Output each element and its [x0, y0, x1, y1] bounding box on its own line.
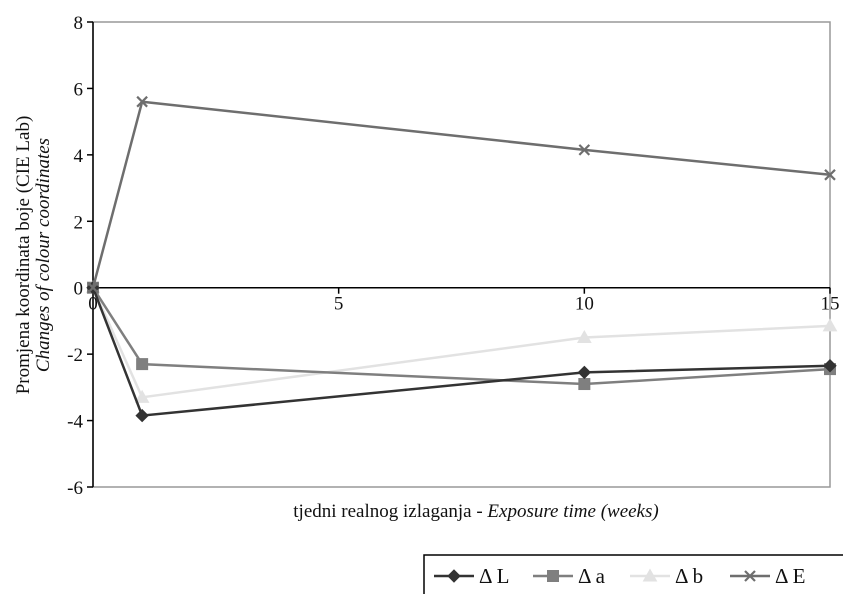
data-point	[136, 358, 149, 371]
legend-item: Δ E	[730, 564, 805, 588]
data-point	[134, 389, 150, 403]
data-point	[823, 359, 837, 373]
y-tick-label: 0	[74, 279, 84, 300]
y-tick-label: 6	[74, 79, 84, 100]
legend-label: Δ E	[775, 564, 805, 588]
data-point	[822, 318, 838, 332]
data-point	[577, 365, 592, 380]
y-axis-title-italic: Changes of colour coordinates	[33, 138, 54, 372]
legend-item: Δ a	[533, 564, 606, 588]
y-tick-label: -2	[67, 345, 83, 366]
plot-area: -6 -4 -2 0 2 4 6 8 0 5 10 15	[67, 13, 839, 499]
series-4	[87, 95, 836, 294]
x-tick-label: 0	[88, 294, 98, 315]
legend-label: Δ L	[479, 564, 509, 588]
data-point	[135, 408, 149, 423]
data-point	[87, 281, 99, 294]
series-line	[91, 287, 831, 417]
y-tick-label: -6	[67, 478, 83, 499]
legend-item: Δ b	[630, 564, 703, 588]
legend-marker	[547, 570, 559, 582]
legend-label: Δ b	[675, 564, 703, 588]
series-3	[85, 280, 838, 403]
legend-marker	[642, 568, 658, 582]
series-2	[87, 281, 836, 391]
y-tick-label: -4	[67, 412, 83, 433]
data-point	[576, 330, 592, 344]
data-point	[578, 144, 591, 156]
series-line	[91, 287, 831, 386]
x-tick-label: 15	[821, 294, 840, 315]
y-tick-label: 4	[74, 146, 84, 167]
y-ticks: -6 -4 -2 0 2 4 6 8	[67, 13, 93, 499]
x-axis-title-plain: tjedni realnog izlaganja -	[293, 501, 487, 522]
y-axis-title: Promjena koordinata boje (CIE Lab)	[13, 116, 34, 395]
x-ticks: 0 5 10 15	[88, 287, 840, 315]
x-axis-title-italic: Exposure time (weeks)	[486, 501, 658, 522]
y-tick-label: 2	[74, 212, 84, 233]
data-point	[824, 169, 836, 181]
legend-item: Δ L	[434, 564, 509, 588]
plot-frame	[92, 21, 831, 488]
series-1	[86, 281, 837, 423]
y-tick-label: 8	[74, 13, 84, 34]
series-line	[91, 287, 831, 399]
legend-marker	[744, 570, 756, 582]
x-tick-label: 5	[334, 294, 344, 315]
data-point	[578, 378, 591, 391]
x-axis-title: tjedni realnog izlaganja - Exposure time…	[293, 501, 658, 522]
x-tick-label: 10	[575, 294, 594, 315]
series-layer	[85, 95, 838, 423]
series-line	[91, 100, 831, 289]
legend-box	[423, 554, 843, 594]
legend-marker	[447, 569, 461, 583]
data-point	[136, 95, 148, 108]
legend-label: Δ a	[578, 564, 606, 588]
